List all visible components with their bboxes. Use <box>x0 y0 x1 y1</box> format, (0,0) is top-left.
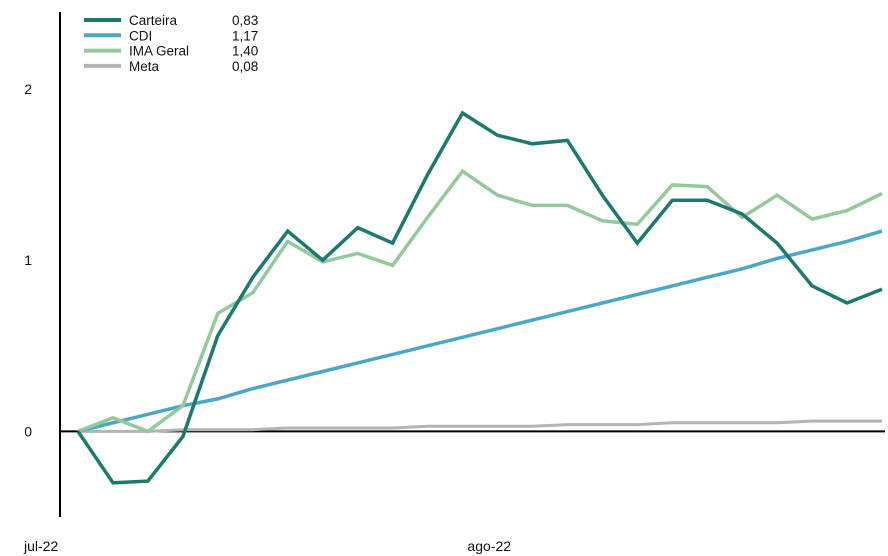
x-tick-label: ago-22 <box>467 538 511 554</box>
legend-series-name: Meta <box>129 59 160 74</box>
y-tick-label: 0 <box>24 423 32 439</box>
series-line-meta <box>78 419 882 433</box>
series-lines <box>76 110 883 485</box>
y-tick-label: 1 <box>24 252 32 268</box>
legend: Carteira 0,83 CDI 1,17 IMA Geral 1,40 Meta 0,08 <box>84 13 258 74</box>
y-axis-tick-labels: 0 1 2 <box>24 81 32 439</box>
x-axis-tick-labels: jul-22 ago-22 <box>23 538 511 554</box>
series-line-carteira <box>76 110 883 485</box>
x-tick-label: jul-22 <box>23 538 58 554</box>
legend-series-name: CDI <box>129 28 152 43</box>
legend-series-name: IMA Geral <box>129 44 189 59</box>
legend-series-value: 0,83 <box>232 13 258 28</box>
legend-series-value: 1,40 <box>232 44 258 59</box>
y-tick-label: 2 <box>24 81 32 97</box>
series-line-ima-geral <box>77 168 883 434</box>
legend-series-value: 0,08 <box>232 59 258 74</box>
legend-series-value: 1,17 <box>232 28 258 43</box>
legend-series-name: Carteira <box>129 13 178 28</box>
series-line-cdi <box>77 229 883 434</box>
